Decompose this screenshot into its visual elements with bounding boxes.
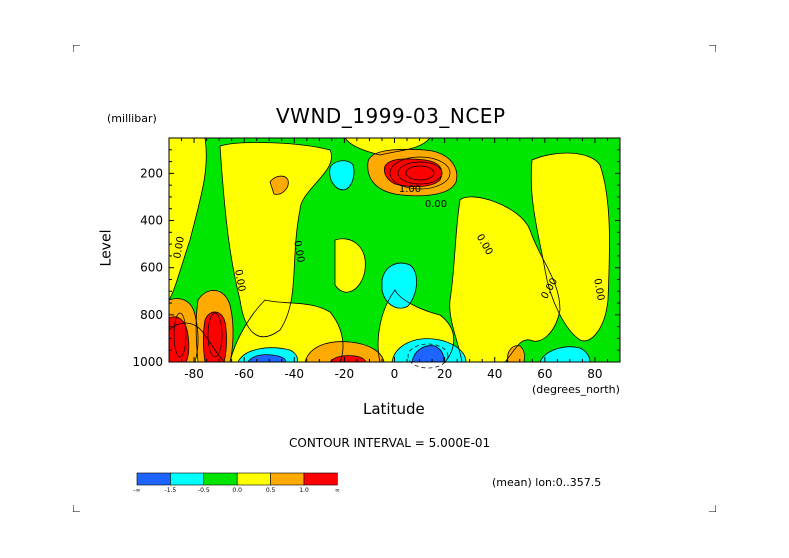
plot-axes: -80 -60 -40 -20 0 20 40 60 80 200 400 600 800 1000 [132, 137, 621, 381]
x-tick-label: -20 [335, 367, 355, 381]
region-yellow [531, 153, 610, 341]
colorbar-label: -1.5 [165, 487, 177, 494]
contour-line [168, 298, 199, 363]
contour-line [269, 175, 289, 195]
y-tick-label: 400 [140, 214, 163, 228]
region-red [203, 311, 227, 362]
contour-line [195, 290, 234, 363]
contour-line [173, 312, 187, 358]
x-tick-label: 60 [537, 367, 552, 381]
colorbar-swatch [203, 472, 238, 486]
contour-line [344, 137, 431, 156]
colorbar-swatch [136, 472, 171, 486]
contour-line [329, 355, 367, 363]
x-tick-label: 20 [437, 367, 452, 381]
region-blue [248, 354, 286, 362]
contour-line [229, 299, 344, 363]
contour-line [329, 160, 355, 191]
contour-interval-text: CONTOUR INTERVAL = 5.000E-01 [289, 436, 491, 450]
colorbar: -∞ -1.5 -0.5 0.0 0.5 1.0 ∞ [133, 472, 340, 494]
contour-line [237, 347, 298, 363]
region-yellow [220, 142, 332, 337]
region-yellow [449, 196, 560, 362]
colorbar-swatch [170, 472, 205, 486]
mean-note: (mean) lon:0..357.5 [492, 476, 602, 489]
region-yellow [335, 238, 366, 293]
region-red [384, 158, 442, 187]
contour-line-negative [407, 343, 449, 369]
contour-line [304, 341, 385, 363]
contour-line [389, 156, 451, 190]
contour-label: 1.00 [399, 184, 421, 195]
contour-field [169, 138, 620, 362]
colorbar-swatch [303, 472, 338, 486]
region-orange [305, 341, 384, 362]
y-tick-label: 600 [140, 261, 163, 275]
contour-line [207, 312, 223, 358]
y-tick-label: 1000 [132, 355, 163, 369]
x-tick-label: -40 [284, 367, 304, 381]
contour-line [168, 322, 227, 363]
region-blue [412, 345, 444, 362]
contour-label: 0.00 [232, 269, 247, 293]
y-tick-label: 200 [140, 166, 163, 180]
contour-line [530, 152, 610, 342]
contour-line [377, 289, 455, 363]
colorbar-label: 0.5 [266, 487, 276, 494]
contour-label: 0.00 [291, 240, 306, 264]
contour-line [539, 346, 591, 363]
colorbar-label: ∞ [335, 487, 340, 494]
contour-line [449, 196, 561, 363]
contour-label: 0.00 [425, 199, 447, 210]
x-axis-label: Latitude [363, 400, 425, 418]
contour-line [203, 311, 227, 363]
region-yellow [169, 138, 207, 300]
colorbar-swatch [270, 472, 305, 486]
contour-line [367, 148, 458, 197]
colorbar-label: -0.5 [198, 487, 210, 494]
y-tick-label: 800 [140, 308, 163, 322]
contour-line [411, 345, 445, 363]
contour-lines [168, 137, 610, 369]
colorbar-label: 0.0 [232, 487, 242, 494]
region-orange [270, 176, 289, 195]
region-cyan [329, 160, 354, 190]
x-tick-label: -60 [234, 367, 254, 381]
contour-line [168, 137, 207, 302]
y-axis-unit: (millibar) [107, 112, 157, 125]
contour-line [391, 338, 467, 363]
x-tick-label: -80 [184, 367, 204, 381]
contour-line [381, 262, 417, 309]
x-tick-label: 80 [587, 367, 602, 381]
x-tick-label: 0 [391, 367, 399, 381]
x-axis-unit: (degrees_north) [532, 383, 620, 396]
colorbar-label: 1.0 [299, 487, 309, 494]
chart-title: VWND_1999-03_NCEP [276, 104, 506, 128]
contour-line [219, 142, 332, 338]
region-orange [507, 345, 525, 362]
contour-line [507, 345, 525, 363]
contour-label: 0.00 [591, 278, 606, 302]
colorbar-swatch [236, 472, 271, 486]
x-tick-label: 40 [487, 367, 502, 381]
colorbar-label: -∞ [133, 487, 140, 494]
region-yellow [230, 300, 343, 362]
contour-label: 0.00 [172, 236, 187, 260]
contour-line [247, 354, 287, 363]
contour-line [384, 158, 443, 188]
contour-line [168, 316, 190, 363]
contour-line [397, 161, 443, 185]
contour-line [405, 165, 435, 181]
